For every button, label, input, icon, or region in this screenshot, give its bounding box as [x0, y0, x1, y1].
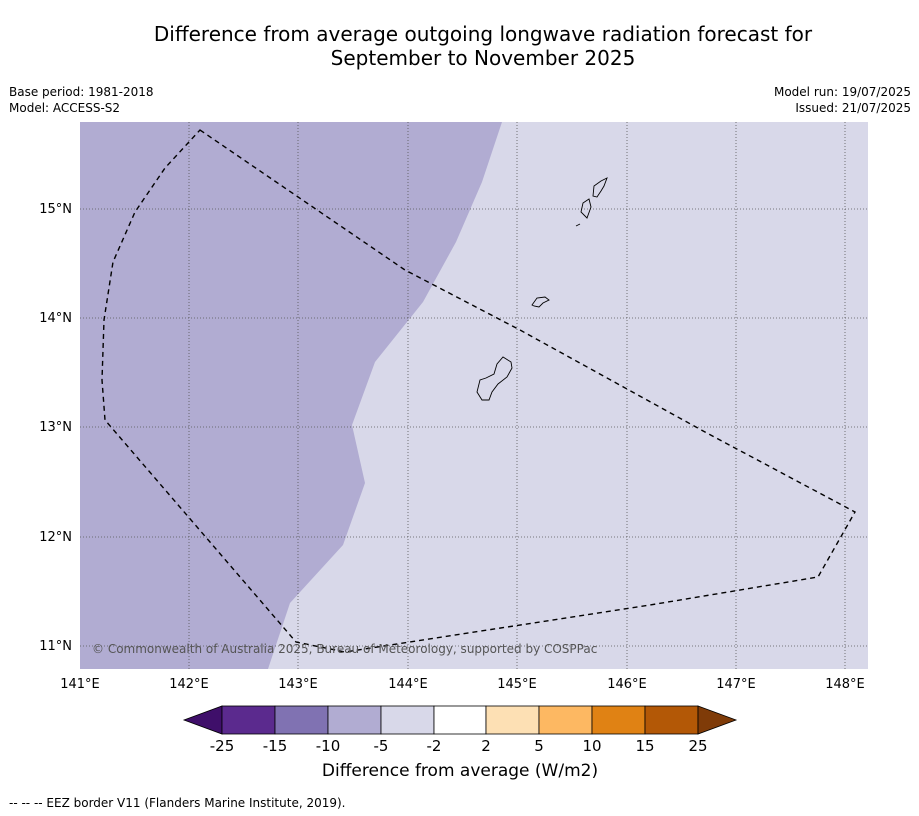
colorbar-swatch	[274, 705, 329, 735]
colorbar-label: -2	[427, 737, 442, 755]
colorbar-swatch	[221, 705, 276, 735]
lat-label: 13°N	[39, 420, 72, 435]
model-run-text: Model run: 19/07/2025	[773, 85, 911, 99]
colorbar-extend-high	[697, 705, 738, 735]
colorbar-swatch	[433, 705, 487, 735]
lon-label: 142°E	[169, 677, 209, 692]
colorbar-label: -10	[316, 737, 341, 755]
colorbar-swatch	[644, 705, 699, 735]
dark-anomaly-zone	[80, 122, 502, 669]
colorbar-swatch	[538, 705, 593, 735]
colorbar-labels: -25 -15 -10 -5 -2 2 5 10 15 25	[210, 737, 708, 755]
colorbar-label: 2	[481, 737, 491, 755]
colorbar-label: 5	[534, 737, 544, 755]
latitude-labels: 15°N 14°N 13°N 12°N 11°N	[39, 202, 72, 654]
lat-label: 15°N	[39, 202, 72, 217]
issued-text: Issued: 21/07/2025	[795, 101, 911, 115]
lat-label: 11°N	[39, 639, 72, 654]
lon-label: 141°E	[60, 677, 100, 692]
gridlines	[80, 122, 868, 669]
lat-label: 14°N	[39, 311, 72, 326]
guam-island	[476, 356, 513, 401]
meta-right: Model run: 19/07/2025 Issued: 21/07/2025	[774, 84, 911, 116]
colorbar-swatch	[591, 705, 646, 735]
islands	[476, 177, 608, 401]
lat-label: 12°N	[39, 530, 72, 545]
colorbar-title: Difference from average (W/m2)	[321, 761, 599, 781]
lon-label: 146°E	[607, 677, 647, 692]
meta-left: Base period: 1981-2018 Model: ACCESS-S2	[9, 84, 154, 116]
colorbar-swatch	[327, 705, 382, 735]
base-period-text: Base period: 1981-2018	[9, 85, 154, 99]
colorbar-label: -15	[263, 737, 288, 755]
colorbar-label: -25	[210, 737, 235, 755]
longitude-labels: 141°E 142°E 143°E 144°E 145°E 146°E 147°…	[60, 677, 865, 692]
colorbar-label: -5	[374, 737, 389, 755]
aguijan-island	[575, 223, 581, 227]
colorbar-extend-low	[182, 705, 223, 735]
colorbar-label: 25	[688, 737, 707, 755]
title-line-1: Difference from average outgoing longwav…	[153, 22, 813, 46]
eez-footnote: -- -- -- EEZ border V11 (Flanders Marine…	[9, 796, 346, 810]
lon-label: 147°E	[716, 677, 756, 692]
lon-label: 148°E	[825, 677, 865, 692]
lon-label: 143°E	[278, 677, 318, 692]
tinian-island	[580, 198, 592, 219]
colorbar-label: 10	[582, 737, 601, 755]
rota-island	[531, 296, 550, 308]
lon-label: 145°E	[497, 677, 537, 692]
colorbar-swatch	[380, 705, 435, 735]
colorbar	[182, 705, 738, 735]
colorbar-swatch	[485, 705, 540, 735]
saipan-island	[592, 177, 608, 198]
title-line-2: September to November 2025	[330, 46, 636, 70]
copyright-text: © Commonwealth of Australia 2025, Bureau…	[92, 642, 597, 656]
model-text: Model: ACCESS-S2	[9, 101, 121, 115]
lon-label: 144°E	[388, 677, 428, 692]
colorbar-label: 15	[635, 737, 654, 755]
map-title: Difference from average outgoing longwav…	[0, 22, 919, 70]
